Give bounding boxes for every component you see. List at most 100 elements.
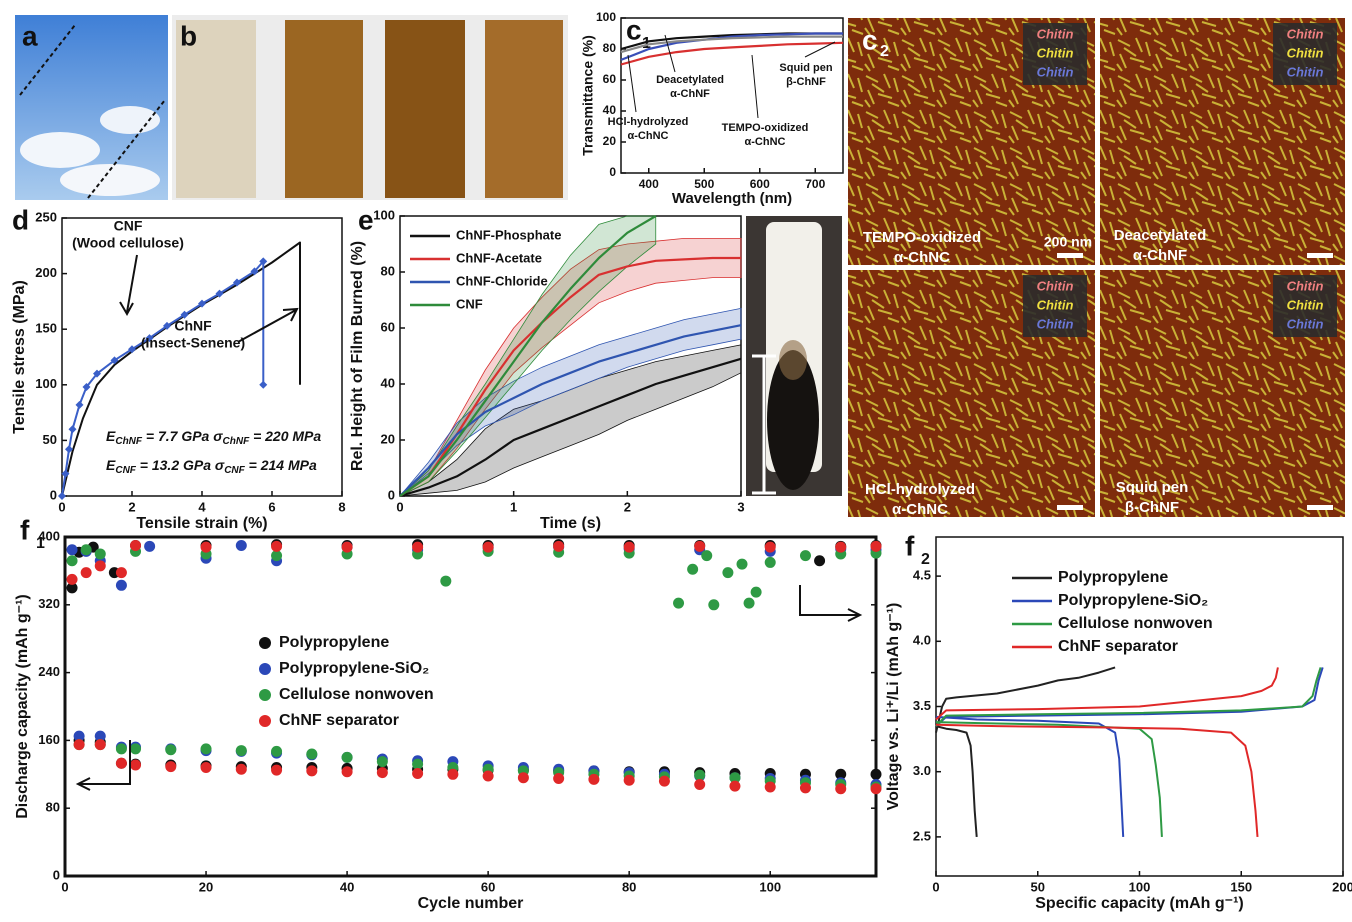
image-caption: HCl-hydrolyzed [865,481,975,498]
x-axis-label: Time (s) [540,515,601,532]
point [66,544,78,556]
point [115,567,127,579]
point [80,544,92,556]
photo-a [15,15,168,200]
y-tick-label: 80 [381,263,395,278]
point [412,767,424,779]
series-line [620,32,843,61]
x-tick-label: 20 [199,879,213,894]
image-caption: β-ChNF [1125,499,1179,516]
inset-label: Chitin [1037,297,1074,312]
marker [259,380,268,389]
point [701,550,713,562]
arrow [237,307,299,343]
point [588,773,600,785]
x-tick-label: 400 [639,177,659,191]
point [440,575,452,587]
y-tick-label: 2.5 [913,828,931,843]
equation-part: = 214 MPa [245,457,317,473]
point [764,556,776,568]
x-axis-label: Cycle number [418,895,524,912]
point [835,541,847,553]
image-caption: α-ChNC [892,501,948,518]
panel-label-sub: 1 [36,535,45,552]
point [870,540,882,552]
inset-photo [1023,23,1087,85]
arrow [627,54,637,113]
point [517,772,529,784]
scale-bar [1307,505,1333,510]
point [165,744,177,756]
equation-part: = 13.2 GPa σ [136,457,225,473]
y-tick-label: 40 [381,375,395,390]
point [708,599,720,611]
y-axis-label: Tensile stress (MPa) [11,280,28,434]
chart: 0 2 4 6 8 0 50 100 150 200 250 Tensile strain (%) Te… [11,204,345,532]
panel-label: e [358,204,374,235]
point [658,775,670,787]
series-line [935,715,1125,837]
panel-label: f [20,514,30,545]
x-tick-label: 2 [128,499,135,514]
point [306,765,318,777]
legend-label: Polypropylene-SiO₂ [279,660,429,677]
point [200,541,212,553]
y-tick-label: 0 [388,487,395,502]
legend-label: ChNF separator [279,712,399,729]
chart: 0 50 100 150 200 2.5 3.0 3.5 4.0 4.5 Specific capa… [885,530,1352,912]
point [553,540,565,552]
panel-label-sub: 2 [921,551,930,568]
y-tick-label: 20 [381,431,395,446]
point [341,766,353,778]
inset-photo [1273,275,1337,337]
annotation: α-ChNC [628,130,669,142]
point [694,540,706,552]
point [115,757,127,769]
y-tick-label: 0 [53,867,60,882]
inset-label: Chitin [1037,26,1074,41]
y-tick-label: 100 [35,376,57,391]
point [235,539,247,551]
point [94,739,106,751]
equation: EChNF = 7.7 GPa σChNF = 220 MPa [106,428,321,447]
point [144,540,156,552]
plot-frame [620,17,844,174]
inset-photo [1023,275,1087,337]
annotation: Deacetylated [656,74,724,86]
point [482,770,494,782]
series-line [399,215,657,497]
point [729,780,741,792]
point [235,745,247,757]
x-axis-label: Wavelength (nm) [672,190,792,207]
equation-part: CNF [115,465,136,476]
y-tick-label: 4.0 [913,633,931,648]
series-line [620,35,843,54]
marker [250,267,259,276]
y-tick-label: 240 [38,664,60,679]
y-tick-label: 250 [35,209,57,224]
arrow [751,54,759,119]
x-tick-label: 200 [1332,879,1352,894]
x-tick-label: 40 [340,879,354,894]
x-tick-label: 0 [396,499,403,514]
series-line [935,725,978,837]
equation-part: CNF [224,465,245,476]
confidence-band [399,215,657,497]
series-line [935,666,1116,733]
point [271,764,283,776]
equation-part: E [106,428,116,444]
y-tick-label: 400 [38,528,60,543]
y-tick-label: 80 [603,41,617,55]
marker [110,356,119,365]
x-tick-label: 150 [1230,879,1252,894]
y-tick-label: 100 [596,10,616,24]
inset-label: Chitin [1037,45,1074,60]
equation-part: ChNF [115,436,143,447]
inset-label: Chitin [1287,316,1324,331]
x-tick-label: 80 [622,879,636,894]
panel-label-sub: 1 [642,35,651,52]
marker [259,257,268,266]
inset-label: Chitin [1287,297,1324,312]
inset-label: Chitin [1287,278,1324,293]
y-tick-label: 150 [35,321,57,336]
